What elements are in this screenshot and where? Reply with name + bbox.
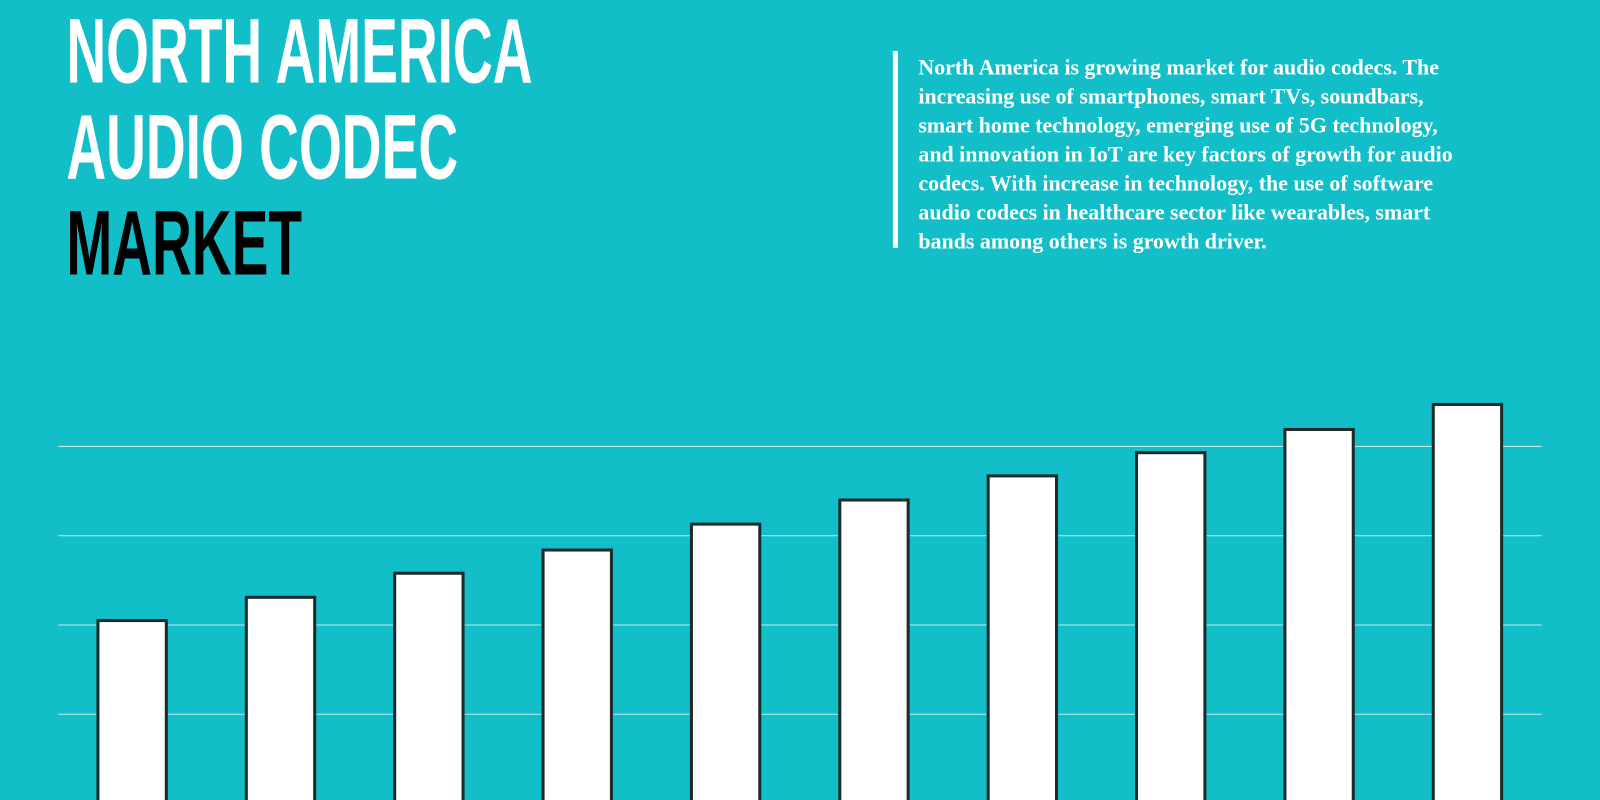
bar <box>986 474 1059 800</box>
bar <box>96 619 168 800</box>
description-line: audio codecs in healthcare sector like w… <box>918 199 1431 224</box>
description-line: codecs. With increase in technology, the… <box>918 170 1433 195</box>
description: North America is growing market for audi… <box>918 54 1452 253</box>
title-line-3-group: MARKET <box>66 192 302 295</box>
title-line: AUDIO CODEC <box>66 96 458 199</box>
bars <box>96 402 1504 800</box>
bar <box>1135 451 1207 800</box>
bar <box>838 498 910 800</box>
description-line: North America is growing market for audi… <box>918 54 1439 79</box>
bar <box>689 522 762 800</box>
bar <box>1431 402 1504 800</box>
description-line: smart home technology, emerging use of 5… <box>918 112 1437 137</box>
description-line: increasing use of smartphones, smart TVs… <box>918 83 1423 108</box>
title-line: NORTH AMERICA <box>66 0 532 103</box>
title-line-2-group: AUDIO CODEC <box>66 96 458 199</box>
bar <box>541 548 613 800</box>
description-line: bands among others is growth driver. <box>918 228 1266 253</box>
description-line: and innovation in IoT are key factors of… <box>918 141 1452 166</box>
bar <box>244 595 317 800</box>
bar <box>393 571 465 800</box>
title-line-1-group: NORTH AMERICA <box>66 0 532 103</box>
bar <box>1283 427 1355 800</box>
title-line: MARKET <box>66 192 302 295</box>
quote-bar <box>892 51 898 248</box>
